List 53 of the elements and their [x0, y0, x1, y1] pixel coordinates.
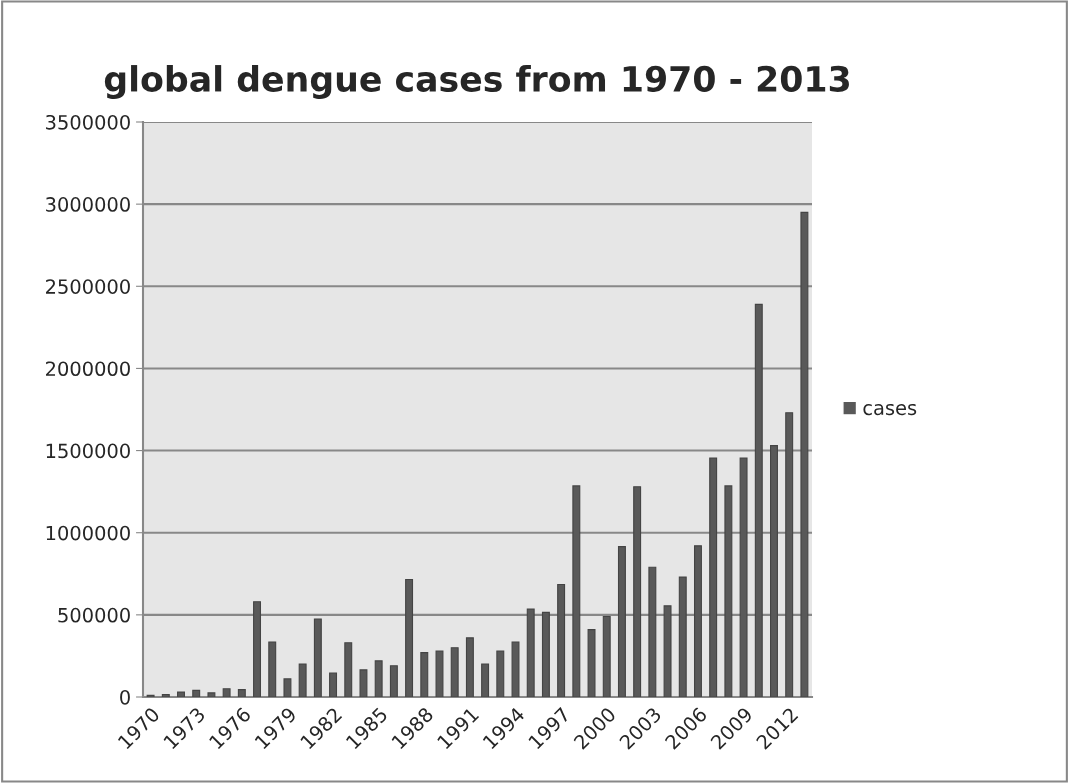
bar: [770, 445, 778, 697]
bar: [693, 545, 702, 697]
bar: [253, 601, 262, 697]
bar: [374, 660, 383, 697]
bar: [298, 663, 307, 697]
y-tick-label: 2500000: [46, 279, 130, 294]
bar: [359, 669, 368, 697]
bar: [739, 457, 748, 697]
bar: [313, 618, 322, 697]
legend-label: cases: [863, 403, 917, 416]
y-tick-label: 3500000: [46, 114, 130, 130]
bar: [617, 546, 626, 697]
bar: [177, 691, 185, 697]
bar: [420, 652, 429, 697]
bar: [481, 663, 490, 697]
bar: [405, 578, 414, 697]
bar: [268, 641, 277, 697]
bar: [450, 647, 459, 697]
bar: [557, 583, 566, 697]
bar: [663, 605, 672, 697]
bar: [572, 485, 581, 697]
bar: [678, 576, 687, 697]
bar: [496, 650, 505, 697]
bar: [724, 485, 733, 697]
bar: [709, 457, 718, 697]
chart-title: global dengue cases from 1970 - 2013: [104, 65, 849, 99]
bar: [283, 678, 292, 697]
bar: [633, 486, 642, 697]
y-tick-label: 2000000: [46, 361, 130, 377]
y-tick-label: 1500000: [46, 443, 130, 459]
y-tick-label: 0: [120, 689, 130, 705]
bar: [207, 692, 216, 697]
bar: [526, 608, 535, 697]
y-tick-label: 1000000: [46, 525, 130, 541]
bar: [161, 693, 170, 697]
bar: [329, 672, 338, 697]
bar: [511, 641, 520, 697]
y-tick-label: 3000000: [46, 197, 130, 212]
bar: [602, 615, 611, 697]
bar: [389, 665, 398, 697]
bar: [800, 211, 809, 697]
bar: [344, 642, 353, 697]
bar: [541, 611, 550, 697]
bar: [587, 629, 596, 697]
bar: [785, 412, 794, 697]
bar: [648, 566, 657, 697]
bar: [435, 650, 444, 697]
bar: [237, 689, 246, 697]
bar: [754, 303, 763, 697]
bar: [192, 689, 201, 697]
bar: [222, 688, 231, 697]
y-tick-label: 500000: [58, 607, 130, 623]
bar: [465, 637, 474, 697]
